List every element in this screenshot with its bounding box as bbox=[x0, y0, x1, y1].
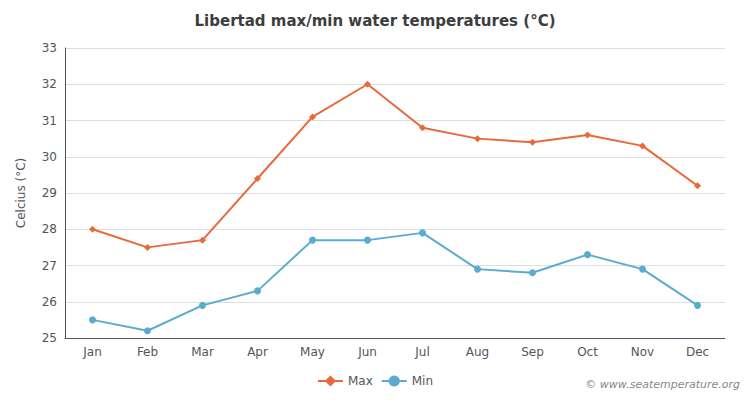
svg-text:May: May bbox=[300, 345, 325, 359]
svg-text:Oct: Oct bbox=[577, 345, 598, 359]
svg-text:26: 26 bbox=[42, 295, 57, 309]
svg-text:31: 31 bbox=[42, 114, 57, 128]
svg-text:Apr: Apr bbox=[247, 345, 268, 359]
svg-text:Celcius (°C): Celcius (°C) bbox=[14, 158, 28, 228]
svg-text:27: 27 bbox=[42, 259, 57, 273]
svg-text:30: 30 bbox=[42, 150, 57, 164]
svg-text:Nov: Nov bbox=[631, 345, 654, 359]
svg-text:Feb: Feb bbox=[137, 345, 158, 359]
svg-text:Jul: Jul bbox=[414, 345, 429, 359]
svg-text:Jan: Jan bbox=[82, 345, 102, 359]
svg-text:Max: Max bbox=[348, 374, 373, 388]
svg-text:Jun: Jun bbox=[357, 345, 377, 359]
svg-text:25: 25 bbox=[42, 331, 57, 345]
svg-text:Mar: Mar bbox=[191, 345, 214, 359]
svg-text:© www.seatemperature.org: © www.seatemperature.org bbox=[585, 378, 740, 391]
svg-text:32: 32 bbox=[42, 77, 57, 91]
svg-text:Min: Min bbox=[412, 374, 433, 388]
svg-text:Sep: Sep bbox=[521, 345, 544, 359]
svg-text:33: 33 bbox=[42, 41, 57, 55]
svg-text:Aug: Aug bbox=[466, 345, 489, 359]
svg-text:Dec: Dec bbox=[686, 345, 709, 359]
svg-text:Libertad max/min water tempera: Libertad max/min water temperatures (°C) bbox=[195, 12, 556, 30]
svg-text:29: 29 bbox=[42, 186, 57, 200]
svg-text:28: 28 bbox=[42, 222, 57, 236]
